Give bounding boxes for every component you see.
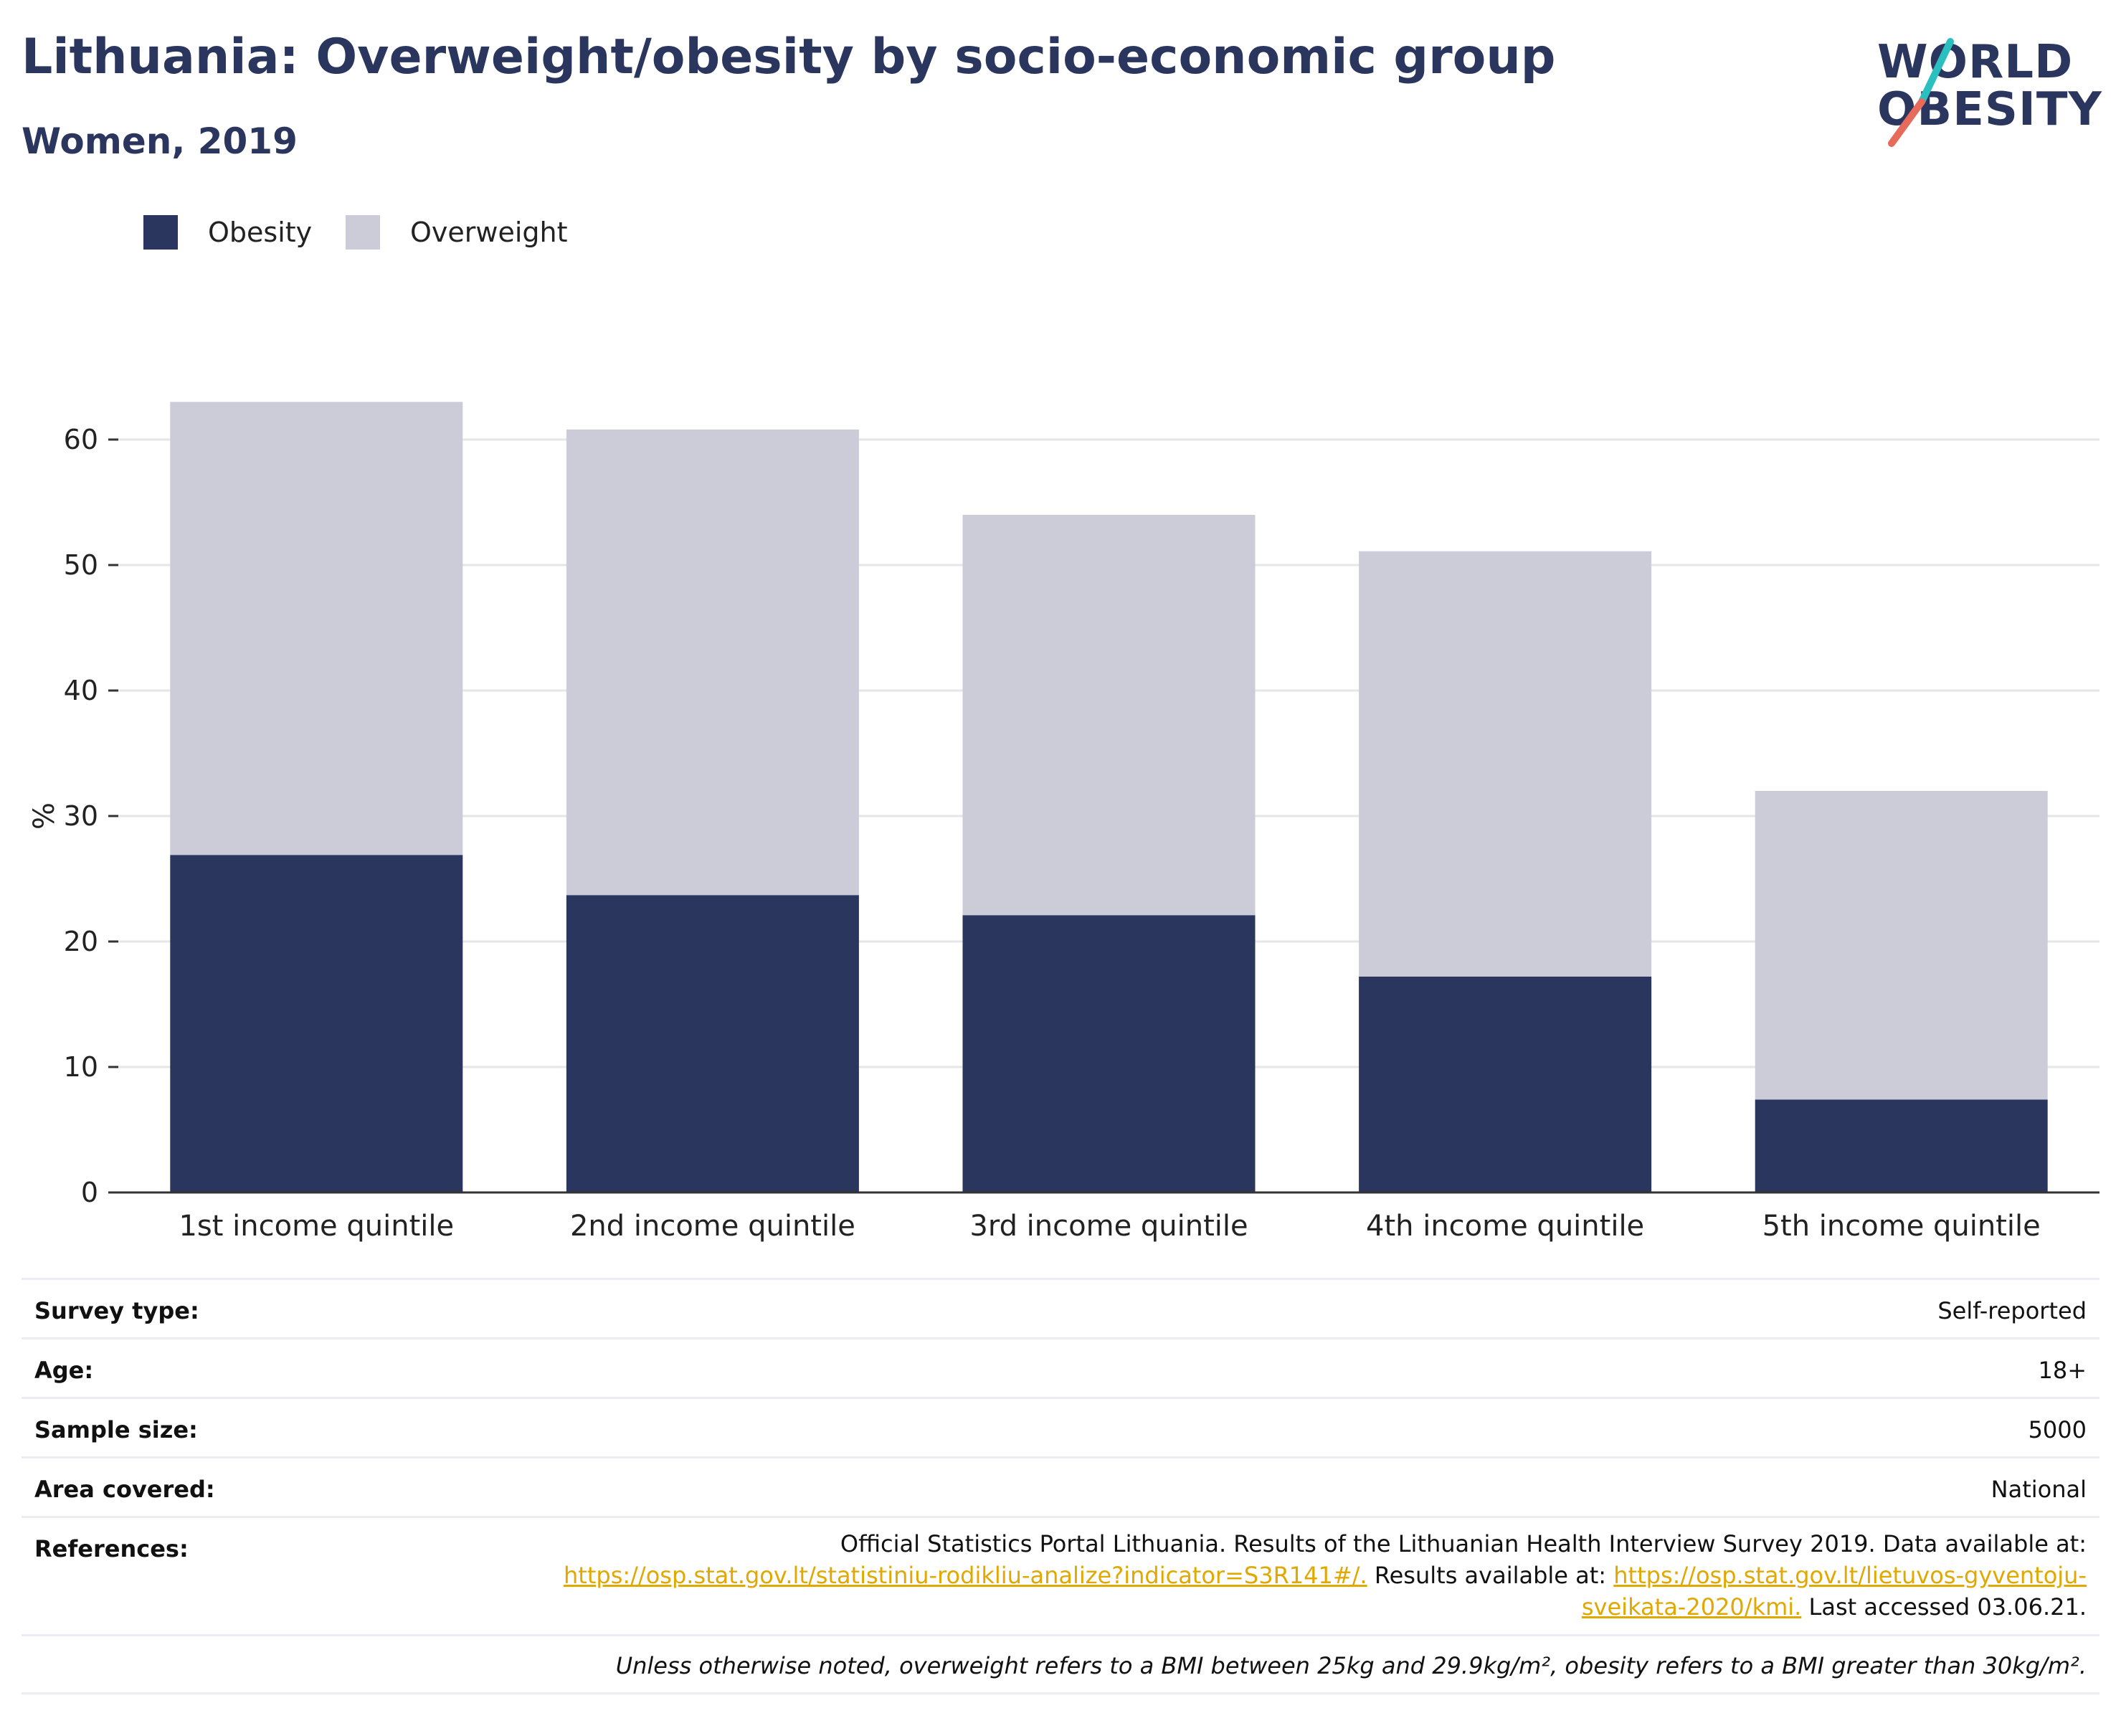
world-obesity-logo: WORLD OBESITY (1864, 14, 2108, 158)
y-tick-label: 50 (64, 549, 98, 581)
legend-swatch-obesity (143, 215, 178, 250)
references-text: Official Statistics Portal Lithuania. Re… (564, 1518, 2099, 1623)
y-tick-label: 30 (64, 800, 98, 832)
y-tick-label: 20 (64, 926, 98, 957)
bar-obesity-4[interactable] (1359, 977, 1652, 1192)
bar-overweight-2[interactable] (566, 430, 859, 896)
info-row-definition-note: Unless otherwise noted, overweight refer… (22, 1634, 2099, 1694)
info-key: Sample size: (34, 1416, 198, 1443)
info-key: Survey type: (34, 1297, 199, 1324)
info-key: References: (34, 1535, 189, 1562)
legend-swatch-overweight (346, 215, 380, 250)
info-value: 5000 (2028, 1416, 2087, 1443)
info-value: Self-reported (1937, 1297, 2087, 1324)
info-row-survey-type: Survey type: Self-reported (22, 1278, 2099, 1337)
x-tick-label: 4th income quintile (1366, 1210, 1644, 1243)
x-tick-label: 1st income quintile (179, 1210, 454, 1243)
page-title: Lithuania: Overweight/obesity by socio-e… (22, 29, 1556, 85)
x-tick-label: 3rd income quintile (969, 1210, 1248, 1243)
info-key: Area covered: (34, 1476, 215, 1503)
info-row-sample-size: Sample size: 5000 (22, 1397, 2099, 1456)
info-value: 18+ (2038, 1357, 2087, 1384)
bar-overweight-4[interactable] (1359, 551, 1652, 977)
bar-obesity-1[interactable] (170, 855, 463, 1192)
info-row-age: Age: 18+ (22, 1337, 2099, 1397)
x-tick-label: 2nd income quintile (570, 1210, 855, 1243)
reference-link-data[interactable]: https://osp.stat.gov.lt/statistiniu-rodi… (564, 1562, 1367, 1589)
y-tick-label: 0 (81, 1177, 98, 1208)
reference-link-results-part1[interactable]: https://osp.stat.gov.lt/lietuvos-gyvento… (1613, 1562, 2087, 1589)
info-value: National (1990, 1476, 2087, 1503)
y-tick-label: 60 (64, 424, 98, 455)
reference-link-results-part2[interactable]: sveikata-2020/kmi. (1581, 1593, 1802, 1621)
info-row-references: References: Official Statistics Portal L… (22, 1516, 2099, 1634)
bar-overweight-3[interactable] (962, 515, 1256, 916)
legend-label-overweight: Overweight (410, 217, 568, 248)
page-subtitle: Women, 2019 (22, 120, 298, 162)
legend-label-obesity: Obesity (208, 217, 313, 248)
y-tick-label: 40 (64, 675, 98, 706)
survey-info-table: Survey type: Self-reported Age: 18+ Samp… (22, 1278, 2099, 1694)
x-tick-label: 5th income quintile (1762, 1210, 2041, 1243)
references-mid: Results available at: (1367, 1562, 1614, 1589)
axes: 0 10 20 30 40 50 60% 1st income quintile 2nd inc… (28, 424, 2099, 1243)
references-line-1: Official Statistics Portal Lithuania. Re… (840, 1530, 2087, 1557)
bar-obesity-2[interactable] (566, 895, 859, 1192)
bar-obesity-3[interactable] (962, 915, 1256, 1192)
stacked-bar-chart: 0 10 20 30 40 50 60% 1st income quintile 2nd inc… (28, 402, 2099, 1243)
logo-slash-icon (1888, 38, 1954, 147)
info-key: Age: (34, 1357, 94, 1384)
definition-note: Unless otherwise noted, overweight refer… (615, 1652, 2087, 1679)
logo-word-1: WORLD (1877, 36, 2074, 89)
y-axis-label: % (28, 802, 61, 830)
y-tick-label: 10 (64, 1051, 98, 1083)
bars (170, 402, 2048, 1193)
bar-overweight-5[interactable] (1755, 791, 2048, 1100)
references-last-accessed: Last accessed 03.06.21. (1801, 1593, 2087, 1621)
bar-obesity-5[interactable] (1755, 1099, 2048, 1193)
bar-overweight-1[interactable] (170, 402, 463, 855)
info-row-area-covered: Area covered: National (22, 1456, 2099, 1516)
